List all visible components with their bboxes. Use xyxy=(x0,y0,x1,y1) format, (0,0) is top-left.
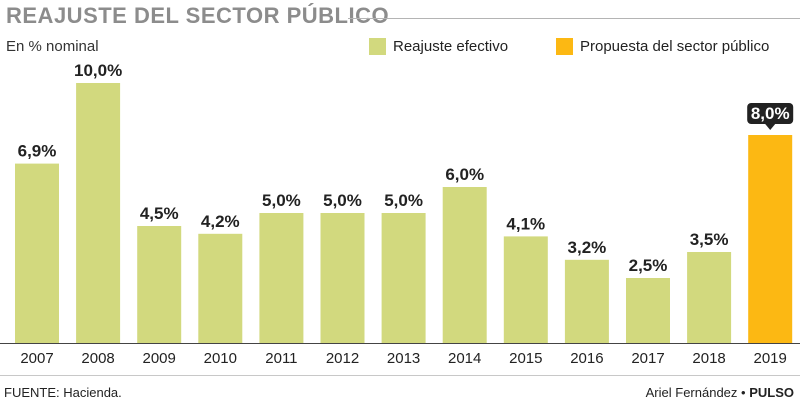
bar-2016 xyxy=(564,259,609,343)
data-label-2013: 5,0% xyxy=(384,191,423,210)
source-note: FUENTE: Hacienda. xyxy=(4,385,122,400)
brand-name: PULSO xyxy=(749,385,794,400)
tick-label-2009: 2009 xyxy=(143,350,176,367)
data-label-2012: 5,0% xyxy=(323,191,362,210)
legend-item-proposal: Propuesta del sector público xyxy=(556,38,769,55)
legend-swatch-proposal xyxy=(556,38,573,55)
data-label-2008: 10,0% xyxy=(74,61,122,80)
bar-2011 xyxy=(259,213,304,343)
credit: Ariel Fernández • PULSO xyxy=(646,385,794,400)
bar-2015 xyxy=(503,236,548,343)
tick-label-2013: 2013 xyxy=(387,350,420,367)
bar-2019 xyxy=(748,135,793,343)
data-label-2015: 4,1% xyxy=(506,214,545,233)
tick-label-2015: 2015 xyxy=(509,350,542,367)
data-label-2011: 5,0% xyxy=(262,191,301,210)
data-label-2017: 2,5% xyxy=(629,256,668,275)
bar-2008 xyxy=(76,83,121,343)
bar-2018 xyxy=(687,252,732,343)
chart-title: REAJUSTE DEL SECTOR PÚBLICO xyxy=(6,3,390,28)
bar-2014 xyxy=(442,187,487,343)
tick-label-2016: 2016 xyxy=(570,350,603,367)
legend-label-proposal: Propuesta del sector público xyxy=(580,38,770,55)
data-label-2009: 4,5% xyxy=(140,204,179,223)
bar-2017 xyxy=(626,278,670,343)
tick-label-2019: 2019 xyxy=(754,350,787,367)
bar-2009 xyxy=(137,226,182,343)
chart-subtitle: En % nominal xyxy=(6,38,99,55)
data-label-bg-2019 xyxy=(747,103,794,124)
author-name: Ariel Fernández • xyxy=(645,385,746,400)
tick-label-2010: 2010 xyxy=(204,350,237,367)
bar-2007 xyxy=(15,163,59,343)
tick-label-2017: 2017 xyxy=(631,350,664,367)
tick-label-2007: 2007 xyxy=(20,350,53,367)
tick-label-2014: 2014 xyxy=(448,350,481,367)
bar-2013 xyxy=(381,213,426,343)
data-label-2007: 6,9% xyxy=(18,142,57,161)
legend-swatch-effective xyxy=(369,38,386,55)
tick-label-2008: 2008 xyxy=(81,350,114,367)
tick-label-2012: 2012 xyxy=(326,350,359,367)
data-label-2010: 4,2% xyxy=(201,212,240,231)
data-label-pointer-2019 xyxy=(765,124,776,130)
tick-label-2011: 2011 xyxy=(265,350,297,367)
data-label-2019: 8,0% xyxy=(751,104,790,123)
data-label-2018: 3,5% xyxy=(690,230,729,249)
data-label-2016: 3,2% xyxy=(568,238,607,257)
legend-label-effective: Reajuste efectivo xyxy=(393,38,509,55)
bar-2010 xyxy=(198,233,243,343)
bar-2012 xyxy=(320,213,365,343)
tick-label-2018: 2018 xyxy=(692,350,725,367)
data-label-2014: 6,0% xyxy=(445,165,484,184)
title-divider xyxy=(348,18,800,19)
footer-divider xyxy=(0,375,800,376)
legend-item-effective: Reajuste efectivo xyxy=(369,38,508,55)
